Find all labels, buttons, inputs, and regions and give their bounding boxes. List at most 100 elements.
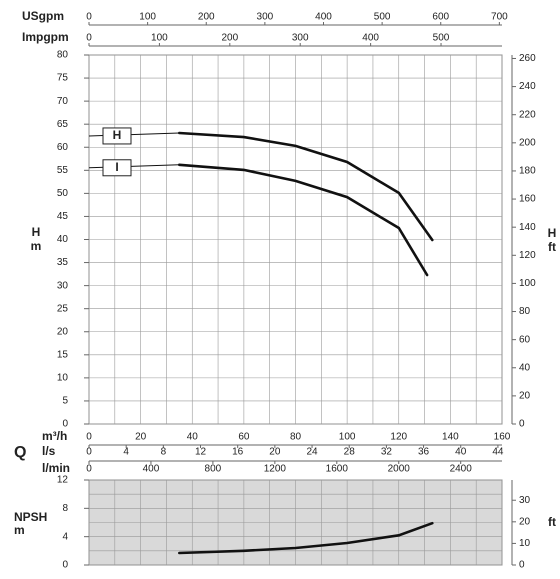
y-tick-label: 35	[57, 257, 69, 268]
y2-unit: ft	[548, 515, 556, 529]
y2-unit: ft	[548, 240, 556, 254]
y2-tick-label: 100	[519, 278, 536, 289]
x-tick-label: 0	[86, 33, 92, 44]
legend-box	[102, 127, 132, 145]
x-tick-label: 120	[390, 432, 407, 443]
x-tick-label: 0	[86, 12, 92, 23]
x-tick-label: 0	[86, 447, 92, 458]
x-tick-label: 12	[195, 447, 207, 458]
x-tick-label: 500	[433, 33, 450, 44]
y-tick-label: 25	[57, 303, 69, 314]
x-tick-label: 0	[86, 464, 92, 475]
x-tick-label: 40	[187, 432, 199, 443]
x-tick-label: 20	[269, 447, 281, 458]
legend-label: H	[113, 128, 122, 142]
y-tick-label: 50	[57, 188, 69, 199]
x-tick-label: 16	[232, 447, 244, 458]
y-tick-label: 45	[57, 211, 69, 222]
y2-tick-label: 240	[519, 81, 536, 92]
x-tick-label: 140	[442, 432, 459, 443]
x-tick-label: 400	[143, 464, 160, 475]
y-tick-label: 12	[57, 475, 69, 486]
x-tick-label: 2400	[450, 464, 473, 475]
y-tick-label: 20	[57, 326, 69, 337]
y2-tick-label: 200	[519, 137, 536, 148]
x-tick-label: 32	[381, 447, 393, 458]
y-tick-label: 40	[57, 234, 69, 245]
y-label: H	[32, 225, 41, 239]
x-tick-label: 800	[205, 464, 222, 475]
y2-tick-label: 220	[519, 109, 536, 120]
y2-tick-label: 80	[519, 306, 531, 317]
x-tick-label: 160	[494, 432, 511, 443]
x-tick-label: 36	[418, 447, 430, 458]
x-tick-label: 8	[161, 447, 167, 458]
x-tick-label: 24	[306, 447, 318, 458]
x-tick-label: 400	[315, 12, 332, 23]
axis-label: USgpm	[22, 9, 64, 23]
y2-label: H	[548, 226, 557, 240]
x-tick-label: 60	[238, 432, 250, 443]
x-tick-label: 20	[135, 432, 147, 443]
axis-label: l/min	[42, 461, 70, 475]
y-tick-label: 0	[62, 560, 68, 571]
y2-tick-label: 260	[519, 53, 536, 64]
y2-tick-label: 10	[519, 538, 531, 549]
x-tick-label: 100	[151, 33, 168, 44]
x-tick-label: 300	[257, 12, 274, 23]
x-tick-label: 500	[374, 12, 391, 23]
y-tick-label: 75	[57, 73, 69, 84]
y-tick-label: 15	[57, 349, 69, 360]
x-tick-label: 200	[221, 33, 238, 44]
y2-tick-label: 120	[519, 250, 536, 261]
x-tick-label: 80	[290, 432, 302, 443]
x-tick-label: 200	[198, 12, 215, 23]
legend-label: I	[115, 160, 118, 174]
x-tick-label: 300	[292, 33, 309, 44]
x-tick-label: 600	[432, 12, 449, 23]
x-tick-label: 1600	[326, 464, 349, 475]
x-tick-label: 700	[491, 12, 508, 23]
y-tick-label: 30	[57, 280, 69, 291]
flow-symbol: Q	[14, 444, 26, 461]
y2-tick-label: 160	[519, 194, 536, 205]
x-tick-label: 4	[123, 447, 129, 458]
curve	[178, 521, 434, 555]
x-tick-label: 28	[344, 447, 356, 458]
y-tick-label: 5	[62, 396, 68, 407]
y-tick-label: 4	[62, 531, 68, 542]
y2-tick-label: 140	[519, 222, 536, 233]
y-tick-label: 80	[57, 50, 69, 61]
curve	[178, 163, 429, 277]
y-unit: m	[31, 239, 42, 253]
y2-tick-label: 180	[519, 166, 536, 177]
x-tick-label: 100	[339, 432, 356, 443]
y-tick-label: 60	[57, 142, 69, 153]
x-tick-label: 40	[455, 447, 467, 458]
x-tick-label: 2000	[388, 464, 411, 475]
y-label: NPSH	[14, 510, 47, 524]
y2-tick-label: 60	[519, 334, 531, 345]
y-unit: m	[14, 523, 25, 537]
y-tick-label: 55	[57, 165, 69, 176]
y2-tick-label: 30	[519, 495, 531, 506]
y-tick-label: 70	[57, 96, 69, 107]
y-tick-label: 65	[57, 119, 69, 130]
y2-tick-label: 20	[519, 391, 531, 402]
y2-tick-label: 0	[519, 560, 525, 571]
legend-box	[102, 159, 132, 177]
axis-label: m³/h	[42, 429, 67, 443]
y-tick-label: 10	[57, 373, 69, 384]
y-tick-label: 8	[62, 503, 68, 514]
y2-tick-label: 20	[519, 516, 531, 527]
x-tick-label: 0	[86, 432, 92, 443]
y2-tick-label: 0	[519, 419, 525, 430]
x-tick-label: 100	[139, 12, 156, 23]
curve	[178, 131, 434, 242]
x-tick-label: 1200	[264, 464, 287, 475]
y2-tick-label: 40	[519, 362, 531, 373]
x-tick-label: 44	[492, 447, 504, 458]
x-tick-label: 400	[362, 33, 379, 44]
